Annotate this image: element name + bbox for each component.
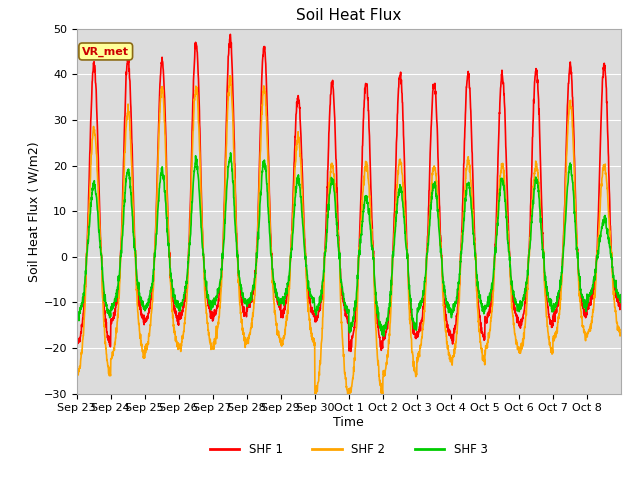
SHF 1 — [245, 304, 253, 310]
Text: VR_met: VR_met — [82, 47, 129, 57]
SHF 2 — [513, 342, 521, 348]
SHF 3 — [513, 302, 521, 308]
SHF 2 — [73, 368, 81, 373]
SHF 3 — [245, 300, 253, 305]
Line: SHF 1: SHF 1 — [77, 35, 621, 351]
SHF 1 — [382, 329, 390, 335]
SHF 1 — [347, 348, 355, 354]
SHF 1 — [617, 303, 625, 309]
SHF 2 — [382, 366, 390, 372]
SHF 3 — [227, 150, 234, 156]
SHF 2 — [245, 333, 253, 339]
SHF 3 — [380, 333, 387, 339]
SHF 3 — [127, 190, 135, 196]
SHF 2 — [617, 330, 625, 336]
SHF 1 — [73, 339, 81, 345]
SHF 1 — [127, 115, 135, 121]
SHF 3 — [544, 290, 552, 296]
SHF 1 — [227, 32, 234, 37]
Line: SHF 3: SHF 3 — [77, 153, 621, 336]
SHF 2 — [227, 72, 234, 78]
SHF 3 — [382, 321, 390, 326]
SHF 2 — [610, 292, 618, 298]
SHF 3 — [73, 312, 81, 317]
SHF 3 — [610, 272, 618, 278]
SHF 1 — [544, 302, 552, 308]
SHF 2 — [544, 324, 552, 329]
Line: SHF 2: SHF 2 — [77, 75, 621, 400]
X-axis label: Time: Time — [333, 416, 364, 429]
Title: Soil Heat Flux: Soil Heat Flux — [296, 9, 401, 24]
SHF 1 — [610, 278, 618, 284]
SHF 2 — [127, 151, 135, 156]
SHF 2 — [344, 397, 352, 403]
Y-axis label: Soil Heat Flux ( W/m2): Soil Heat Flux ( W/m2) — [28, 141, 41, 281]
SHF 1 — [513, 319, 521, 324]
SHF 3 — [617, 292, 625, 298]
Legend: SHF 1, SHF 2, SHF 3: SHF 1, SHF 2, SHF 3 — [205, 438, 492, 461]
